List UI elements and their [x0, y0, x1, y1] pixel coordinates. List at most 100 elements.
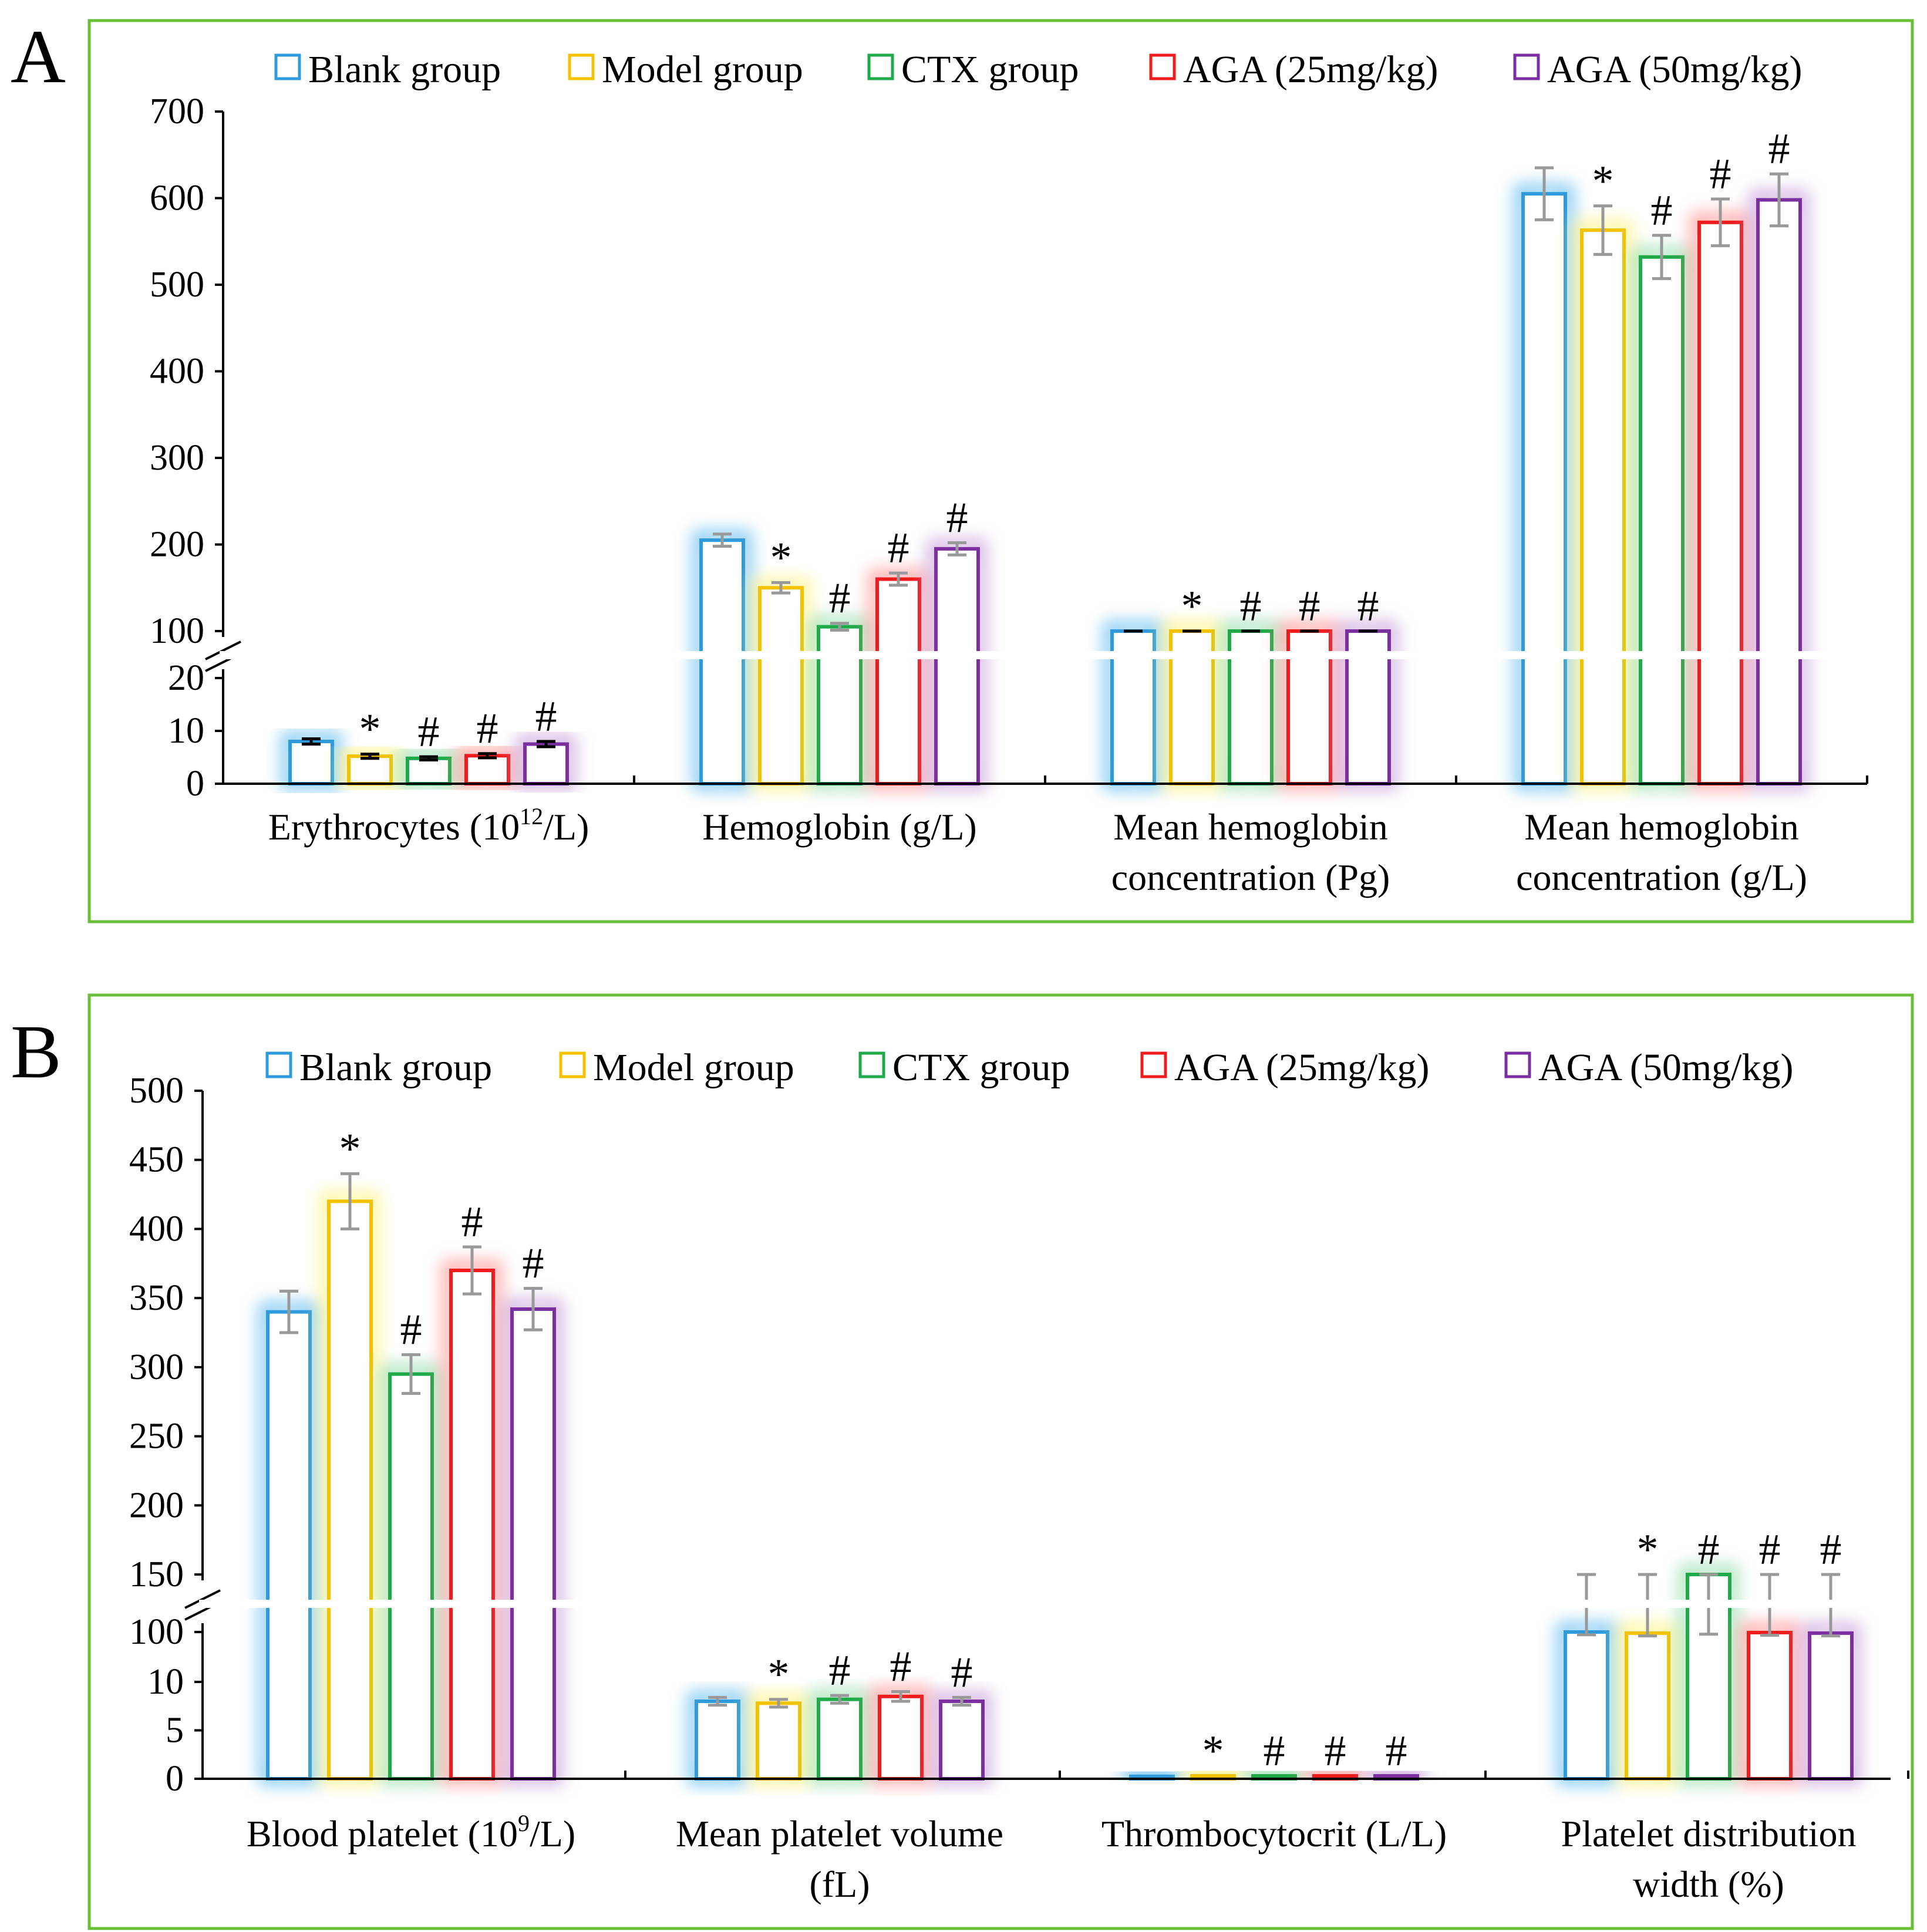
significance-mark-a: # [1651, 187, 1673, 235]
legend-label-b-0: Blank group [299, 1046, 492, 1089]
panel-b-y-axis: 0 5 10 100 150 200 250 300 350 400 450 500 [129, 1071, 221, 1799]
y-tick-label-a: 200 [150, 525, 204, 565]
legend-label-a-1: Model group [602, 48, 803, 91]
y-tick-label-b: 0 [166, 1759, 184, 1799]
legend-label-a-0: Blank group [308, 48, 501, 91]
significance-mark-a: # [1357, 582, 1379, 630]
significance-mark-b: # [1264, 1727, 1285, 1775]
significance-mark-a: # [829, 575, 851, 623]
legend-swatch-a-4 [1513, 53, 1540, 80]
significance-mark-a: # [1240, 582, 1262, 630]
bar-a [1521, 192, 1567, 785]
category-label-a: Mean hemoglobin [1113, 806, 1387, 848]
legend-label-b-3: AGA (25mg/kg) [1174, 1046, 1429, 1089]
y-tick-label-b: 350 [129, 1278, 184, 1318]
significance-mark-a: * [770, 534, 792, 582]
panel-b: B Blank group Model group CTX group AGA (25… [11, 993, 1914, 1930]
bar-a [406, 756, 452, 786]
panel-a-legend: Blank group Model group CTX group AGA (25mg… [274, 48, 1802, 91]
panel-a-x-axis: Erythrocytes (1012/L) Hemoglobin (g/L) Mea… [223, 776, 1868, 898]
category-label-a: Erythrocytes (1012/L) [268, 803, 589, 848]
significance-mark-a: # [1710, 150, 1731, 198]
y-axis-break-mark-b [184, 1589, 221, 1609]
category-label-b: Mean platelet volume [676, 1813, 1003, 1855]
bar-b [388, 1372, 434, 1781]
panel-b-bars: * # # # * # # # * # # # * # # # [199, 1125, 1887, 1786]
panel-a-letter: A [11, 15, 66, 99]
bar-b [1625, 1631, 1670, 1781]
panel-a: A Blank group Model group CTX group AGA (25… [11, 15, 1914, 923]
legend-swatch-a-2 [867, 53, 894, 80]
category-label-b: Blood platelet (109/L) [247, 1810, 575, 1855]
bar-b [266, 1310, 312, 1781]
bar-a [1756, 198, 1802, 785]
y-axis-break-mark-a [205, 640, 241, 660]
legend-label-b-1: Model group [593, 1046, 794, 1089]
significance-mark-b: * [339, 1125, 361, 1173]
panel-a-y-axis: 0 10 20 100 200 300 400 500 600 700 [150, 92, 241, 804]
bar-a [934, 547, 980, 785]
bar-b [327, 1199, 373, 1781]
category-label-part: /L) [543, 806, 589, 848]
bar-a [1697, 220, 1743, 785]
y-tick-label-a: 400 [150, 352, 204, 392]
significance-mark-b: * [1637, 1526, 1659, 1574]
y-tick-label-b: 10 [147, 1662, 184, 1702]
significance-mark-b: # [1386, 1727, 1407, 1775]
category-label-b: (fL) [809, 1863, 870, 1905]
bar-a [1580, 228, 1626, 785]
panel-b-x-axis: Blood platelet (109/L) Mean platelet volu… [203, 1771, 1909, 1905]
y-tick-label-b: 150 [129, 1555, 184, 1594]
category-label-superscript: 9 [518, 1810, 530, 1836]
y-tick-label-b: 400 [129, 1209, 184, 1249]
y-tick-label-a: 300 [150, 438, 204, 478]
category-label-superscript: 12 [520, 803, 543, 830]
significance-mark-a: * [1592, 157, 1614, 205]
category-label-part: Erythrocytes (10 [268, 806, 520, 848]
bar-b [449, 1269, 495, 1781]
bar-a [699, 538, 745, 785]
legend-swatch-a-1 [568, 53, 595, 80]
category-label-b: Platelet distribution [1561, 1813, 1856, 1855]
legend-swatch-b-4 [1504, 1051, 1531, 1078]
significance-mark-a: # [946, 494, 968, 542]
category-label-b: Thrombocytocrit (L/L) [1101, 1813, 1447, 1855]
y-tick-label-b: 5 [166, 1711, 184, 1751]
bar-b [695, 1700, 740, 1781]
bar-a [523, 742, 569, 785]
bar-b [878, 1694, 924, 1781]
y-tick-label-a: 10 [168, 711, 204, 751]
significance-mark-b: # [523, 1240, 544, 1288]
bar-a [817, 625, 863, 785]
bar-a [1639, 255, 1685, 785]
y-tick-label-b: 200 [129, 1485, 184, 1525]
panel-a-frame [87, 19, 1914, 923]
significance-mark-b: # [829, 1647, 851, 1695]
panel-b-frame [87, 993, 1914, 1930]
bar-b [1747, 1630, 1793, 1781]
legend-swatch-b-1 [559, 1051, 586, 1078]
y-tick-label-a: 20 [168, 658, 204, 698]
significance-mark-a: # [418, 708, 440, 756]
panel-b-letter: B [11, 1010, 62, 1094]
bar-a [288, 740, 334, 785]
bar-b [939, 1700, 985, 1781]
significance-mark-a: * [1181, 582, 1203, 630]
category-label-a: Mean hemoglobin [1524, 806, 1798, 848]
legend-swatch-b-3 [1140, 1051, 1167, 1078]
significance-mark-b: * [1202, 1727, 1224, 1775]
category-label-a: Hemoglobin (g/L) [702, 806, 976, 848]
axis-break-band-a [220, 651, 1864, 659]
y-tick-label-b: 500 [129, 1071, 184, 1111]
bar-b [510, 1307, 556, 1781]
category-label-part: Blood platelet (10 [247, 1813, 518, 1855]
y-tick-label-a: 500 [150, 265, 204, 305]
legend-swatch-b-0 [265, 1051, 292, 1078]
legend-label-b-4: AGA (50mg/kg) [1538, 1046, 1793, 1089]
significance-mark-a: # [888, 524, 909, 572]
significance-mark-b: * [768, 1651, 790, 1699]
y-tick-label-b: 300 [129, 1347, 184, 1387]
significance-mark-a: # [535, 693, 557, 741]
y-tick-label-b: 250 [129, 1417, 184, 1456]
